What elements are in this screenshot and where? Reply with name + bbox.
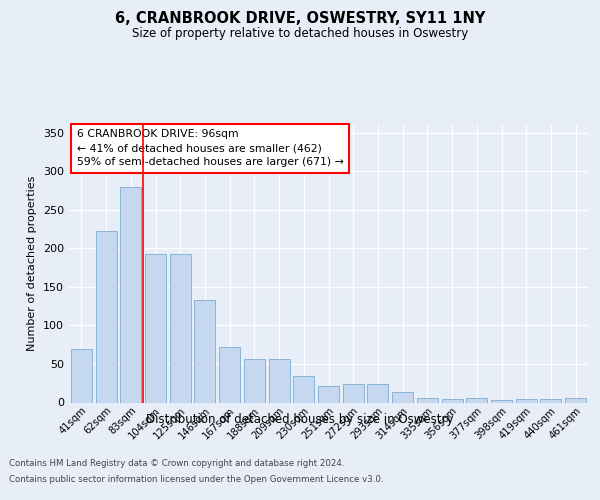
- Text: Size of property relative to detached houses in Oswestry: Size of property relative to detached ho…: [132, 28, 468, 40]
- Bar: [318, 386, 339, 402]
- Text: Distribution of detached houses by size in Oswestry: Distribution of detached houses by size …: [146, 412, 454, 426]
- Bar: [71, 348, 92, 403]
- Text: Contains HM Land Registry data © Crown copyright and database right 2024.: Contains HM Land Registry data © Crown c…: [9, 458, 344, 468]
- Bar: [219, 347, 240, 403]
- Bar: [516, 398, 537, 402]
- Bar: [417, 398, 438, 402]
- Bar: [194, 300, 215, 402]
- Bar: [145, 254, 166, 402]
- Bar: [442, 398, 463, 402]
- Bar: [541, 398, 562, 402]
- Bar: [343, 384, 364, 402]
- Bar: [269, 358, 290, 403]
- Bar: [120, 186, 141, 402]
- Bar: [244, 358, 265, 403]
- Text: Contains public sector information licensed under the Open Government Licence v3: Contains public sector information licen…: [9, 475, 383, 484]
- Bar: [95, 232, 116, 402]
- Bar: [367, 384, 388, 402]
- Bar: [293, 376, 314, 402]
- Bar: [466, 398, 487, 402]
- Bar: [565, 398, 586, 402]
- Text: 6 CRANBROOK DRIVE: 96sqm
← 41% of detached houses are smaller (462)
59% of semi-: 6 CRANBROOK DRIVE: 96sqm ← 41% of detach…: [77, 129, 344, 167]
- Bar: [392, 392, 413, 402]
- Bar: [170, 254, 191, 402]
- Text: 6, CRANBROOK DRIVE, OSWESTRY, SY11 1NY: 6, CRANBROOK DRIVE, OSWESTRY, SY11 1NY: [115, 11, 485, 26]
- Bar: [491, 400, 512, 402]
- Y-axis label: Number of detached properties: Number of detached properties: [28, 176, 37, 352]
